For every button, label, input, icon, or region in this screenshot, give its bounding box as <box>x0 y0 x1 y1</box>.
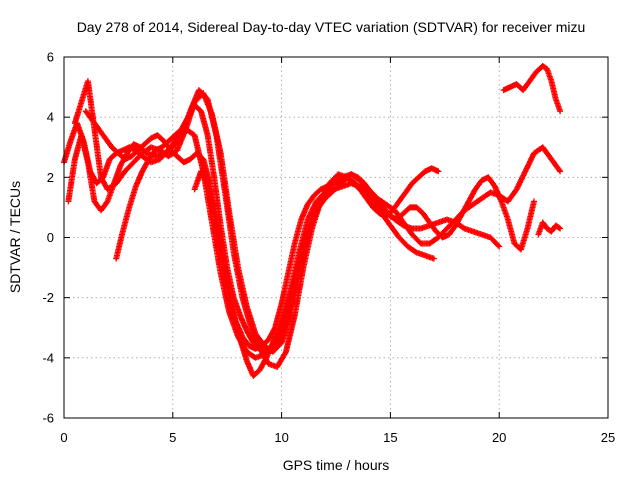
y-tick-label: -2 <box>42 290 54 305</box>
y-tick-label: -6 <box>42 411 54 426</box>
axis-ticks: 0 5 10 15 20 25 -6 -4 -2 0 2 4 6 <box>42 50 615 446</box>
data-series-6 <box>500 63 564 115</box>
y-tick-label: 2 <box>47 170 54 185</box>
series-markers <box>500 63 564 115</box>
x-axis-label: GPS time / hours <box>283 457 390 473</box>
y-tick-label: 0 <box>47 230 54 245</box>
x-tick-label: 15 <box>383 430 397 445</box>
chart-title: Day 278 of 2014, Sidereal Day-to-day VTE… <box>77 19 586 35</box>
data-series <box>61 63 564 379</box>
series-markers <box>535 219 564 238</box>
data-series-7 <box>535 219 564 238</box>
x-tick-label: 10 <box>274 430 288 445</box>
x-tick-label: 5 <box>169 430 176 445</box>
x-tick-label: 20 <box>492 430 506 445</box>
y-axis-label: SDTVAR / TECUs <box>7 181 23 293</box>
y-tick-label: 6 <box>47 50 54 65</box>
grid-lines <box>64 57 608 418</box>
x-tick-label: 25 <box>601 430 615 445</box>
series-markers <box>191 168 316 379</box>
x-tick-label: 0 <box>60 430 67 445</box>
y-tick-label: 4 <box>47 110 54 125</box>
data-series-8 <box>191 168 316 379</box>
plot-border <box>63 56 609 419</box>
y-tick-label: -4 <box>42 350 54 365</box>
